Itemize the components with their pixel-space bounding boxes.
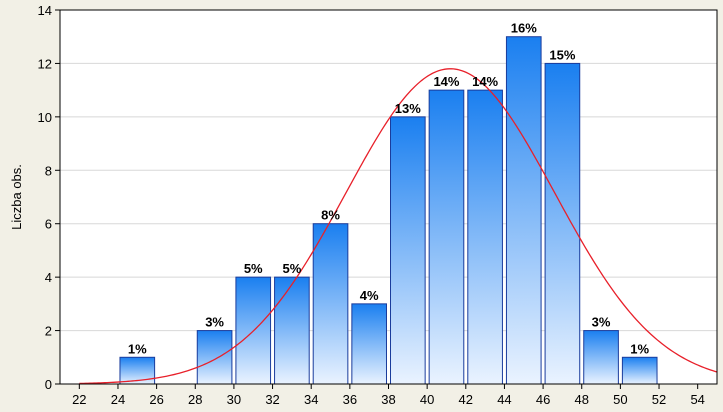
x-tick-label: 44 <box>497 392 511 407</box>
y-tick-label: 4 <box>45 270 52 285</box>
bar-data-label: 4% <box>360 288 379 303</box>
histogram-bar <box>583 330 619 385</box>
bar-data-label: 5% <box>282 261 301 276</box>
bar-data-label: 8% <box>321 208 340 223</box>
x-tick-label: 22 <box>72 392 86 407</box>
bar-data-label: 1% <box>630 341 649 356</box>
plot-area <box>60 10 717 384</box>
bar-data-label: 15% <box>549 47 575 62</box>
histogram-bar <box>428 89 465 385</box>
bar-data-label: 1% <box>128 341 147 356</box>
x-tick-label: 40 <box>420 392 434 407</box>
x-tick-label: 28 <box>188 392 202 407</box>
histogram-bar <box>274 276 310 385</box>
bar-data-label: 14% <box>433 74 459 89</box>
x-tick-label: 52 <box>652 392 666 407</box>
x-tick-label: 34 <box>304 392 318 407</box>
x-tick-label: 26 <box>149 392 163 407</box>
x-tick-label: 32 <box>265 392 279 407</box>
x-tick-label: 36 <box>343 392 357 407</box>
normal-curve-group <box>79 68 717 384</box>
bar-data-label: 14% <box>472 74 498 89</box>
bar-data-label: 13% <box>395 101 421 116</box>
x-tick-label: 24 <box>111 392 125 407</box>
x-tick-label: 46 <box>536 392 550 407</box>
y-tick-label: 0 <box>45 377 52 392</box>
bars <box>119 36 658 385</box>
histogram-bar <box>467 89 503 385</box>
normal-curve <box>79 68 717 384</box>
histogram-bar <box>351 303 387 385</box>
x-tick-label: 42 <box>459 392 473 407</box>
bar-data-label: 16% <box>511 21 537 36</box>
bar-data-label: 5% <box>244 261 263 276</box>
histogram-bar <box>505 36 542 385</box>
histogram-bar <box>544 62 581 385</box>
bar-data-label: 3% <box>592 315 611 330</box>
x-tick-label: 48 <box>575 392 589 407</box>
y-tick-label: 10 <box>38 110 52 125</box>
y-tick-label: 8 <box>45 163 52 178</box>
y-tick-label: 12 <box>38 56 52 71</box>
histogram-bar <box>621 356 658 385</box>
x-tick-label: 30 <box>227 392 241 407</box>
bar-data-label: 3% <box>205 315 224 330</box>
y-tick-label: 6 <box>45 217 52 232</box>
y-tick-label: 14 <box>38 3 52 18</box>
y-tick-label: 2 <box>45 324 52 339</box>
histogram-bar <box>312 223 349 385</box>
histogram-bar <box>196 330 233 385</box>
y-axis-label: Liczba obs. <box>9 164 24 230</box>
x-tick-label: 54 <box>690 392 704 407</box>
x-tick-label: 50 <box>613 392 627 407</box>
data-labels: 1% 3% 5% 5% 8% 4% 13% 14% 14% 16% 15% 3% 1% <box>128 21 650 357</box>
histogram-bar <box>390 116 426 385</box>
x-tick-label: 38 <box>381 392 395 407</box>
